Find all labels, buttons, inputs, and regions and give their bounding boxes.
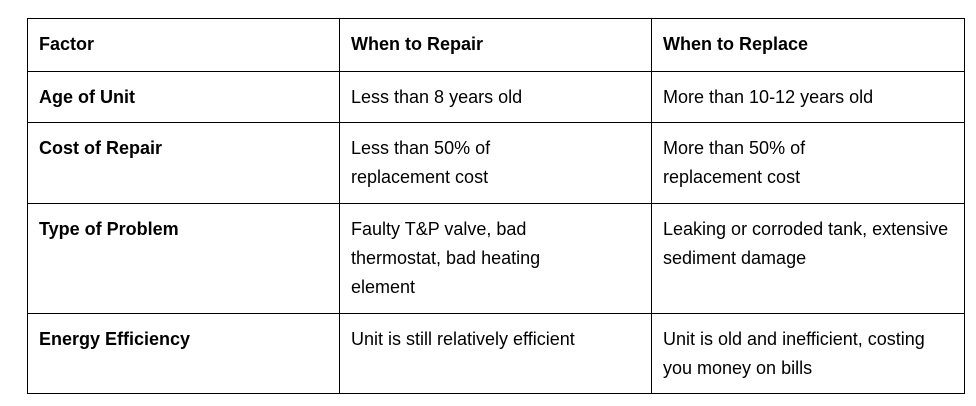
header-row: Factor When to Repair When to Replace — [27, 18, 965, 72]
replace-cell: More than 10-12 years old — [651, 71, 965, 123]
table-row: Energy Efficiency Unit is still relative… — [27, 313, 965, 394]
repair-cell: Less than 8 years old — [339, 71, 652, 123]
header-replace: When to Replace — [651, 18, 965, 72]
header-repair: When to Repair — [339, 18, 652, 72]
factor-cell: Cost of Repair — [27, 122, 340, 204]
table-row: Cost of Repair Less than 50% of replacem… — [27, 122, 965, 204]
repair-cell: Unit is still relatively efficient — [339, 313, 652, 394]
factor-cell: Energy Efficiency — [27, 313, 340, 394]
replace-cell: Leaking or corroded tank, extensive sedi… — [651, 203, 965, 314]
repair-cell: Less than 50% of replacement cost — [339, 122, 652, 204]
repair-vs-replace-table: Factor When to Repair When to Replace Ag… — [27, 18, 965, 394]
table-row: Type of Problem Faulty T&P valve, bad th… — [27, 203, 965, 314]
header-factor: Factor — [27, 18, 340, 72]
replace-cell: Unit is old and inefficient, costing you… — [651, 313, 965, 394]
factor-cell: Type of Problem — [27, 203, 340, 314]
repair-cell: Faulty T&P valve, bad thermostat, bad he… — [339, 203, 652, 314]
factor-cell: Age of Unit — [27, 71, 340, 123]
table-row: Age of Unit Less than 8 years old More t… — [27, 71, 965, 123]
replace-cell: More than 50% of replacement cost — [651, 122, 965, 204]
